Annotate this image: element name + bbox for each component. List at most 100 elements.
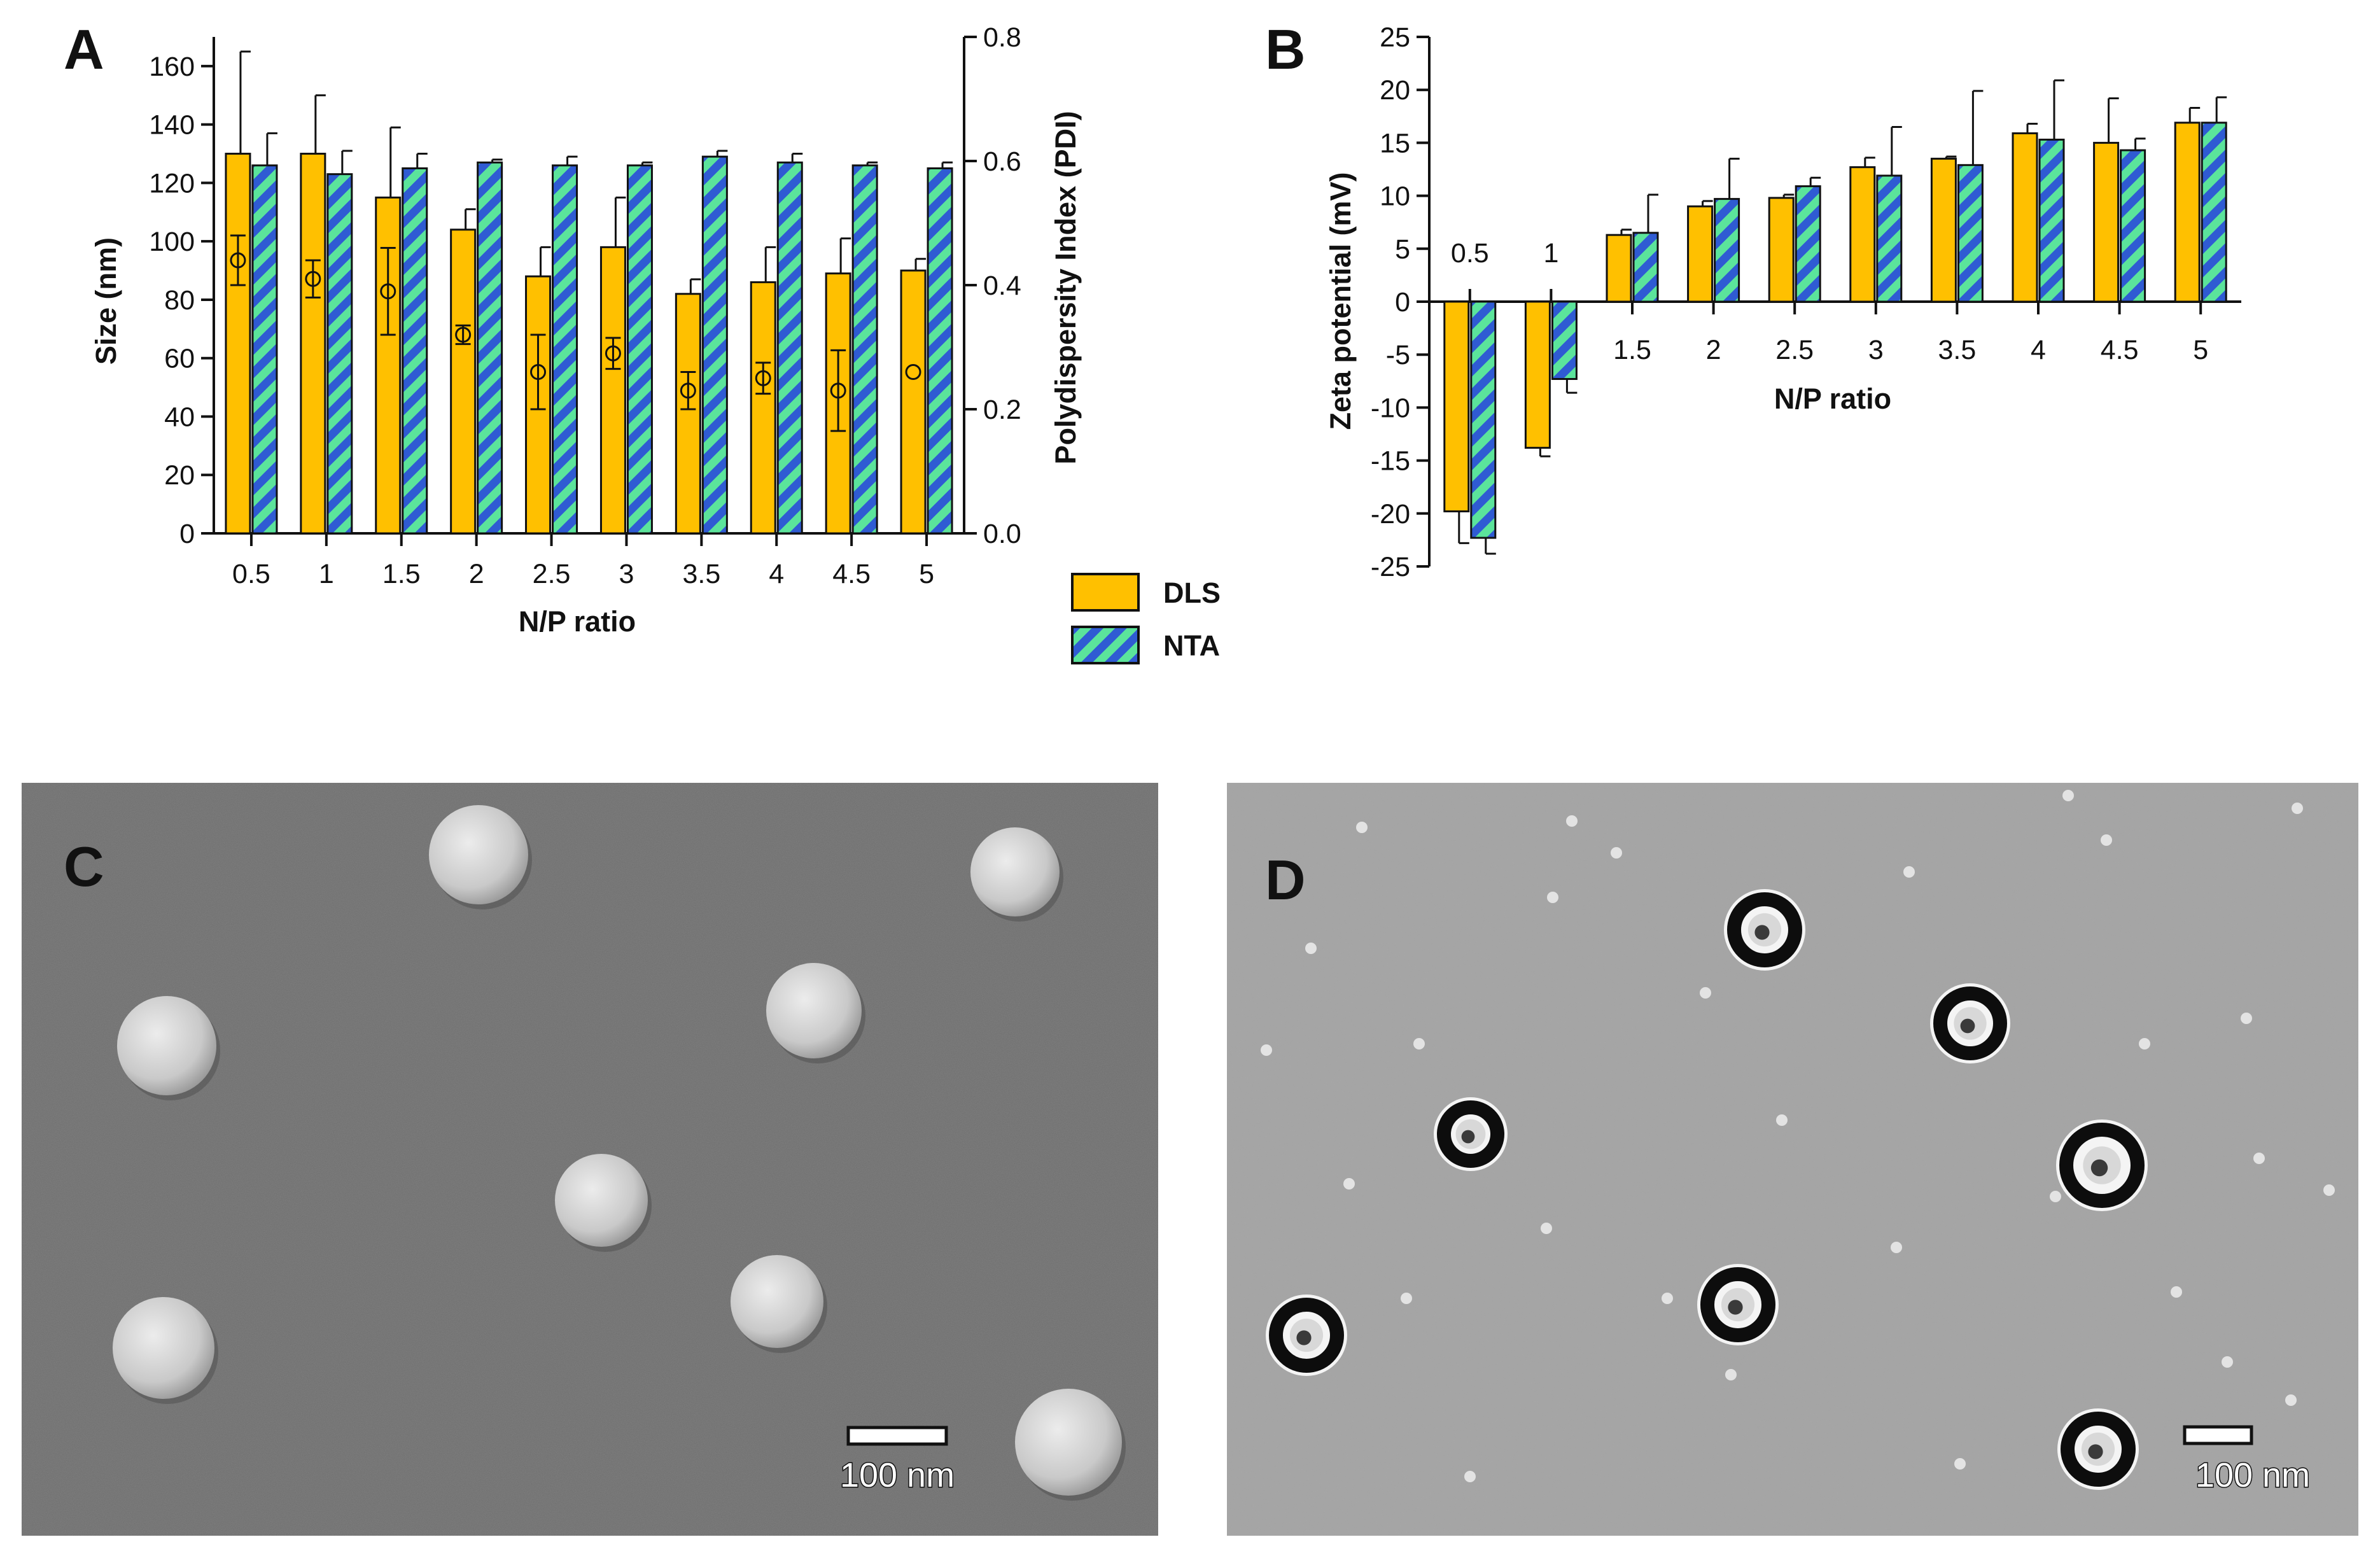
tem-background-dot [1464,1471,1476,1482]
tem-particle-core [1296,1330,1312,1345]
panel-b-x-tick-label: 4.5 [2101,335,2139,365]
panel-a-y-tick-label: 100 [149,227,195,257]
legend-nta-label: NTA [1163,629,1220,662]
tem-background-dot [1343,1178,1355,1190]
panel-a-y-tick-label: 0 [179,519,195,549]
sem-particle [117,996,216,1095]
panel-a-nta-bar [552,164,578,535]
panel-b-dls-bar [1768,197,1795,303]
tem-background-dot [2253,1153,2265,1164]
panel-b-x-tick-label: 2 [1706,335,1721,365]
panel-b-nta-bar [1876,174,1903,303]
tem-background-dot [2292,803,2303,814]
panel-a-y-axis-title: Size (nm) [90,237,122,365]
tem-background-dot [1356,822,1368,833]
sem-particles [113,805,1126,1501]
tem-particle-core [1960,1018,1975,1034]
tem-background-dot [1261,1044,1272,1056]
panel-b-chart: B 25 20 15 10 5 0 -5 -10 -15 -20 -25 0.5 1 1.5 2 2.5 3 3.… [1265,18,2241,582]
panel-b-y-tick-label: 0 [1395,287,1410,318]
tem-background-dot [2241,1013,2252,1024]
panel-a-x-axis-title: N/P ratio [519,605,636,638]
panel-b-dls-bar [1606,234,1632,303]
panel-b-y-tick-label: -25 [1371,552,1410,582]
panel-b-y-tick-label: -5 [1386,340,1410,370]
panel-a-pdi-point [305,270,321,287]
tem-particle-ring [1700,1267,1775,1342]
panel-b-y-tick-label: 15 [1380,128,1410,158]
panel-a-dls-bar [750,281,776,535]
tem-particles [1266,889,2148,1490]
panel-a-y2-axis-title: Polydispersity Index (PDI) [1049,111,1082,464]
panel-a-pdi-point [230,252,246,269]
panel-a-y2-tick-label: 0.6 [983,146,1021,177]
panel-b-dls-bar [1443,300,1470,512]
panel-b-y-axis-title: Zeta potential (mV) [1324,172,1357,430]
sem-particle [970,827,1060,916]
panel-a-nta-bar [251,164,278,535]
panel-a-pdi-point [455,326,472,343]
tem-background-dot [2285,1394,2297,1406]
tem-background-dot [1413,1038,1425,1049]
sem-particle [429,805,528,904]
tem-scale-label: 100 nm [2195,1456,2310,1494]
panel-a-y2-tick-label: 0.0 [983,519,1021,549]
tem-particle-ring [1437,1100,1504,1168]
panel-b-y-tick-label: 25 [1380,22,1410,53]
panel-a-chart: A 0 20 40 60 80 100 120 140 160 0.0 0.2 0.4 0.6 0.8 0.… [64,18,1082,638]
panel-a-pdi-point [380,283,396,300]
legend-dls-label: DLS [1163,577,1221,609]
tem-background-dot [1776,1114,1788,1126]
panel-b-dls-bar [2093,141,2120,303]
legend-nta-swatch [1071,626,1140,664]
panel-a-y2-tick-label: 0.4 [983,270,1021,301]
panel-c-letter: C [64,835,104,898]
tem-background-dot [1662,1293,1673,1304]
panel-b-y-tick-label: 10 [1380,181,1410,212]
tem-noise [1227,783,2358,1536]
panel-a-pdi-point [830,382,846,399]
tem-background-dot [2139,1038,2150,1049]
panel-d-letter: D [1265,848,1306,911]
sem-scale-bar [846,1426,948,1446]
tem-background-dot [1611,847,1622,859]
panel-b-bars [1443,79,2227,555]
panel-a-y-tick-label: 80 [164,285,195,316]
panel-a-letter: A [64,18,104,81]
tem-background-dot [1903,866,1915,878]
panel-a-pdi-point [530,364,547,380]
tem-background-dot [2222,1356,2233,1368]
legend: DLS NTA [1071,573,1221,664]
panel-b-y-tick-label: -15 [1371,446,1410,477]
panel-a-dls-bar [599,246,626,535]
panel-a-pdi-point [905,364,921,380]
panel-a-nta-bar [626,164,653,535]
tem-background-dot [2101,834,2112,846]
sem-particle [766,963,862,1058]
tem-background-dot [2050,1191,2061,1202]
panel-b-nta-bar [1632,232,1659,303]
panel-b-x-tick-label: 5 [2193,335,2208,365]
panel-a-dls-bar [450,228,477,535]
tem-background-dot [1566,815,1578,827]
tem-particle-core [1728,1300,1743,1315]
panel-b-x-tick-label: 2.5 [1775,335,1814,365]
panel-b-nta-bar [2120,149,2146,303]
panel-a-x-tick-label: 1.5 [382,559,421,589]
panel-b-x-tick-label: 0.5 [1451,238,1489,269]
panel-a-nta-bar [851,164,878,535]
panel-b-nta-bar [1957,164,1984,303]
panel-a-nta-bar [927,167,953,535]
panel-a-dls-bar [675,293,701,535]
panel-b-dls-bar [1930,157,1957,303]
panel-b-nta-bar [1714,198,1740,303]
panel-a-pdi-point [755,370,771,386]
tem-scale-bar [2183,1425,2253,1445]
panel-a-y-tick-label: 20 [164,460,195,491]
tem-background-dot [1725,1369,1737,1380]
panel-a-labels: 0 20 40 60 80 100 120 140 160 0.0 0.2 0.4 0.6 0.8 0.5 1… [149,22,1021,589]
tem-particle-ring [1727,892,1802,967]
tem-particle-core [1461,1130,1475,1144]
tem-background-dot [2171,1286,2182,1298]
tem-particle-core [2088,1444,2103,1459]
